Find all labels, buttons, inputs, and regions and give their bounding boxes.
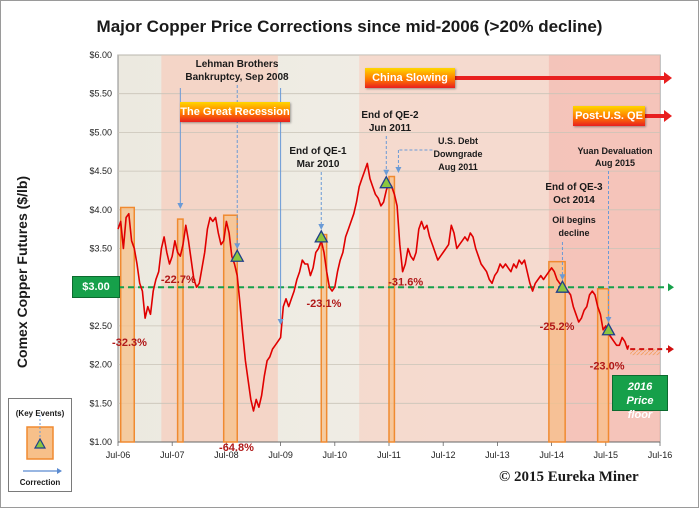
price-floor-line-2: floor <box>627 409 653 421</box>
annotation-qe3-1: End of QE-3 <box>545 182 603 193</box>
x-tick-label: Jul-09 <box>268 450 293 460</box>
annotation-qe1-2: Mar 2010 <box>297 159 340 170</box>
legend-symbol <box>23 415 62 474</box>
chart-title: Major Copper Price Corrections since mid… <box>96 17 603 36</box>
annotation-oil-2: decline <box>558 228 589 238</box>
y-tick-label: $2.00 <box>89 360 112 370</box>
annotation-yuan-2: Aug 2015 <box>595 158 635 168</box>
legend-event-marker <box>33 437 47 449</box>
annotation-us-debt-2: Downgrade <box>433 149 482 159</box>
legend-key-events: (Key Events) <box>15 409 65 418</box>
x-tick-label: Jul-11 <box>377 450 401 460</box>
y-tick-label: $4.00 <box>89 205 112 215</box>
banner-post-qe: Post-U.S. QE <box>573 106 645 126</box>
price-floor-line-1: 2016 Price <box>626 381 654 407</box>
event-marker-lehman <box>230 248 245 262</box>
correction-box <box>222 214 238 443</box>
annotation-qe2-2: Jun 2011 <box>369 123 412 134</box>
banner-arrowhead <box>664 110 672 122</box>
correction-label: -23.1% <box>307 298 342 310</box>
x-tick-label: Jul-14 <box>539 450 564 460</box>
event-marker-qe3 <box>555 279 570 293</box>
event-marker-qe2 <box>379 175 394 189</box>
annotation-qe3-2: Oct 2014 <box>553 195 595 206</box>
price-floor-arrowhead <box>668 345 674 354</box>
x-tick-label: Jul-08 <box>214 450 239 460</box>
legend-correction: Correction <box>19 478 61 487</box>
event-marker-qe1 <box>314 229 329 243</box>
correction-box <box>119 206 136 443</box>
copyright: © 2015 Eureka Miner <box>499 469 639 485</box>
correction-box <box>548 260 566 443</box>
y-tick-label: $4.50 <box>89 166 112 176</box>
correction-box <box>176 218 184 443</box>
banner-arrowhead <box>664 72 672 84</box>
price-floor-callout: 2016 Price floor <box>612 375 668 421</box>
annotation-qe1-1: End of QE-1 <box>289 146 347 157</box>
reference-line-arrowhead <box>668 283 674 292</box>
correction-label: -32.3% <box>112 337 147 349</box>
annotation-oil-1: Oil begins <box>552 215 596 225</box>
copper-price-line <box>117 162 630 412</box>
correction-label: -22.7% <box>161 274 196 286</box>
banner-great-recession: The Great Recession <box>180 102 290 122</box>
x-tick-label: Jul-12 <box>431 450 456 460</box>
x-tick-label: Jul-15 <box>594 450 619 460</box>
legend: (Key Events) Correction <box>8 398 72 492</box>
legend-correction-arrowhead <box>57 468 62 474</box>
annotation-yuan-1: Yuan Devaluation <box>577 146 652 156</box>
y-tick-label: $3.50 <box>89 244 112 254</box>
y-tick-label: $1.00 <box>89 437 112 447</box>
annotation-qe2-1: End of QE-2 <box>361 110 419 121</box>
correction-box <box>388 175 396 443</box>
x-tick-label: Jul-13 <box>485 450 510 460</box>
correction-label: -23.0% <box>590 360 625 372</box>
price-floor-hatch <box>630 349 660 356</box>
correction-label: -64.8% <box>219 442 254 454</box>
reference-price-label: $3.00 <box>72 276 120 298</box>
x-tick-label: Jul-16 <box>648 450 673 460</box>
y-tick-label: $6.00 <box>89 50 112 60</box>
x-tick-label: Jul-07 <box>160 450 185 460</box>
correction-box <box>596 287 610 443</box>
annotation-lehman-1: Lehman Brothers <box>196 59 279 70</box>
y-tick-label: $1.50 <box>89 398 112 408</box>
y-tick-label: $5.00 <box>89 127 112 137</box>
y-tick-label: $5.50 <box>89 89 112 99</box>
annotation-us-debt-1: U.S. Debt <box>438 136 478 146</box>
banner-china-slowing: China Slowing <box>365 68 455 88</box>
x-tick-label: Jul-06 <box>106 450 131 460</box>
annotation-us-debt-3: Aug 2011 <box>438 162 478 172</box>
correction-label: -31.6% <box>388 277 423 289</box>
annotation-lehman-2: Bankruptcy, Sep 2008 <box>185 72 289 83</box>
correction-label: -25.2% <box>540 321 575 333</box>
y-tick-label: $2.50 <box>89 321 112 331</box>
x-tick-label: Jul-10 <box>323 450 348 460</box>
event-marker-yuan <box>601 322 616 336</box>
